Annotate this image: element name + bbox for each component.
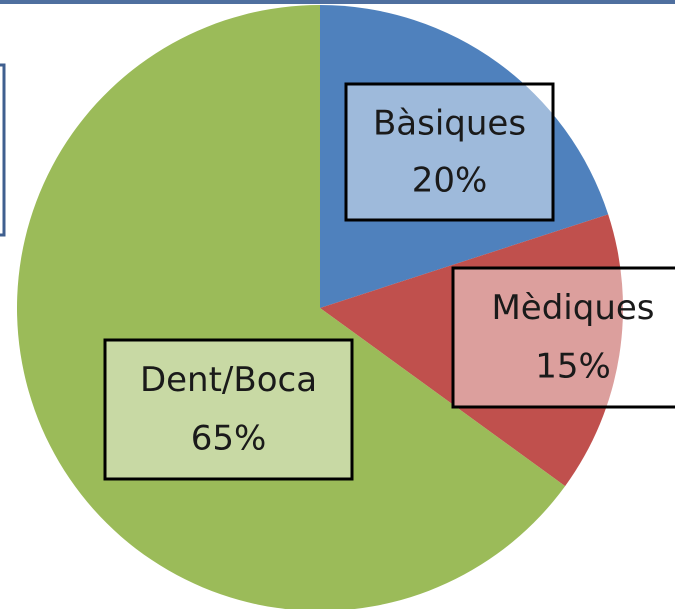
label-box [344, 82, 555, 222]
value-label: 15% [535, 347, 611, 387]
category-label: Bàsiques [373, 103, 526, 143]
label-box [451, 266, 675, 409]
category-label: Dent/Boca [140, 360, 317, 400]
pie [17, 5, 624, 609]
pie-slice [17, 5, 566, 609]
label-box [103, 338, 354, 481]
value-label: 20% [412, 160, 488, 200]
pie-slice [320, 5, 609, 308]
pie-slice [320, 214, 624, 487]
value-label: 65% [191, 419, 267, 459]
side-panel-edge [0, 63, 6, 237]
labels: Bàsiques 20% Mèdiques 15% Dent/Boca 65% [103, 82, 675, 481]
top-border [0, 0, 675, 4]
category-label: Mèdiques [491, 288, 654, 328]
